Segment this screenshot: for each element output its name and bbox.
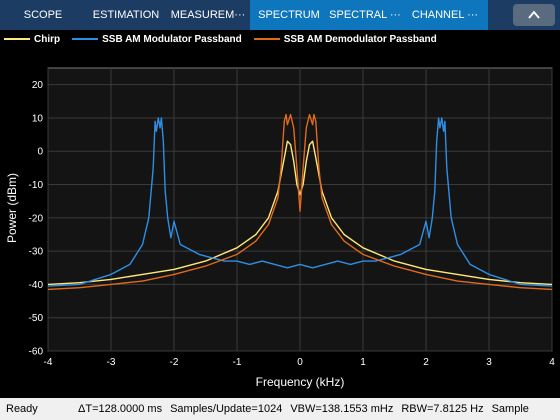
y-tick-labels: 20 10 0 -10 -20 -30 -40 -50 -60 <box>29 80 44 357</box>
legend-label-modulator: SSB AM Modulator Passband <box>102 33 242 45</box>
chart-legend: Chirp SSB AM Modulator Passband SSB AM D… <box>0 30 560 48</box>
legend-item-chirp[interactable]: Chirp <box>4 34 60 45</box>
x-tick-label: 4 <box>549 357 555 368</box>
toolstrip-tabs: SCOPE ESTIMATION MEASUREM··· SPECTRUM SP… <box>0 0 560 30</box>
chevron-up-icon <box>528 10 540 19</box>
series-line-demodulator <box>47 113 553 291</box>
tab-measurements[interactable]: MEASUREM··· <box>170 9 246 21</box>
y-tick-label: -10 <box>29 180 44 191</box>
tab-channel[interactable]: CHANNEL ··· <box>402 0 488 30</box>
y-tick-label: 0 <box>37 147 43 158</box>
x-tick-label: 3 <box>486 357 492 368</box>
status-bar: Ready ΔT=128.0000 ms Samples/Update=1024… <box>0 398 560 420</box>
status-ready: Ready <box>6 403 38 415</box>
series-line-modulator <box>47 117 553 287</box>
y-tick-label: -30 <box>29 247 44 258</box>
legend-swatch-demodulator <box>253 38 280 40</box>
collapse-button-face <box>513 4 555 26</box>
status-rbw: RBW=7.8125 Hz <box>401 403 484 415</box>
tab-spectrum[interactable]: SPECTRUM <box>250 0 328 30</box>
series-line-chirp <box>47 140 553 286</box>
x-tick-labels: -4 -3 -2 -1 0 1 2 3 4 <box>44 357 556 368</box>
legend-item-modulator[interactable]: SSB AM Modulator Passband <box>72 34 242 45</box>
collapse-toolstrip-button[interactable] <box>508 0 560 30</box>
x-tick-label: 2 <box>423 357 429 368</box>
legend-swatch-modulator <box>72 38 99 40</box>
x-tick-label: 1 <box>360 357 366 368</box>
legend-item-demodulator[interactable]: SSB AM Demodulator Passband <box>253 33 437 45</box>
x-tick-label: -2 <box>170 357 179 368</box>
tab-spectral-mask[interactable]: SPECTRAL ··· <box>328 0 402 30</box>
grid-lines <box>47 68 553 352</box>
legend-swatch-chirp <box>4 38 30 40</box>
status-sample: Sample <box>491 403 529 415</box>
x-axis-label: Frequency (kHz) <box>256 375 345 389</box>
x-tick-label: -1 <box>233 357 242 368</box>
x-tick-label: -3 <box>107 357 116 368</box>
spectrum-plot[interactable]: 20 10 0 -10 -20 -30 -40 -50 -60 -4 -3 -2 -1 0 1 2 3 4 Fr… <box>0 48 560 394</box>
y-axis-label: Power (dBm) <box>5 173 19 243</box>
y-tick-label: -20 <box>29 213 44 224</box>
tab-estimation[interactable]: ESTIMATION <box>92 9 160 21</box>
y-tick-label: 10 <box>32 113 44 124</box>
tab-scope[interactable]: SCOPE <box>23 9 63 21</box>
legend-label-demodulator: SSB AM Demodulator Passband <box>283 33 437 45</box>
x-tick-label: 0 <box>297 357 303 368</box>
y-tick-label: -40 <box>29 280 44 291</box>
status-vbw: VBW=138.1553 mHz <box>290 403 394 415</box>
status-samples-per-update: Samples/Update=1024 <box>170 403 283 415</box>
y-tick-label: 20 <box>32 80 44 91</box>
y-tick-label: -60 <box>29 347 44 358</box>
legend-label-chirp: Chirp <box>34 33 61 45</box>
series-lines <box>47 113 553 291</box>
y-tick-label: -50 <box>29 313 44 324</box>
x-tick-label: -4 <box>44 357 53 368</box>
status-delta-t: ΔT=128.0000 ms <box>78 403 163 415</box>
